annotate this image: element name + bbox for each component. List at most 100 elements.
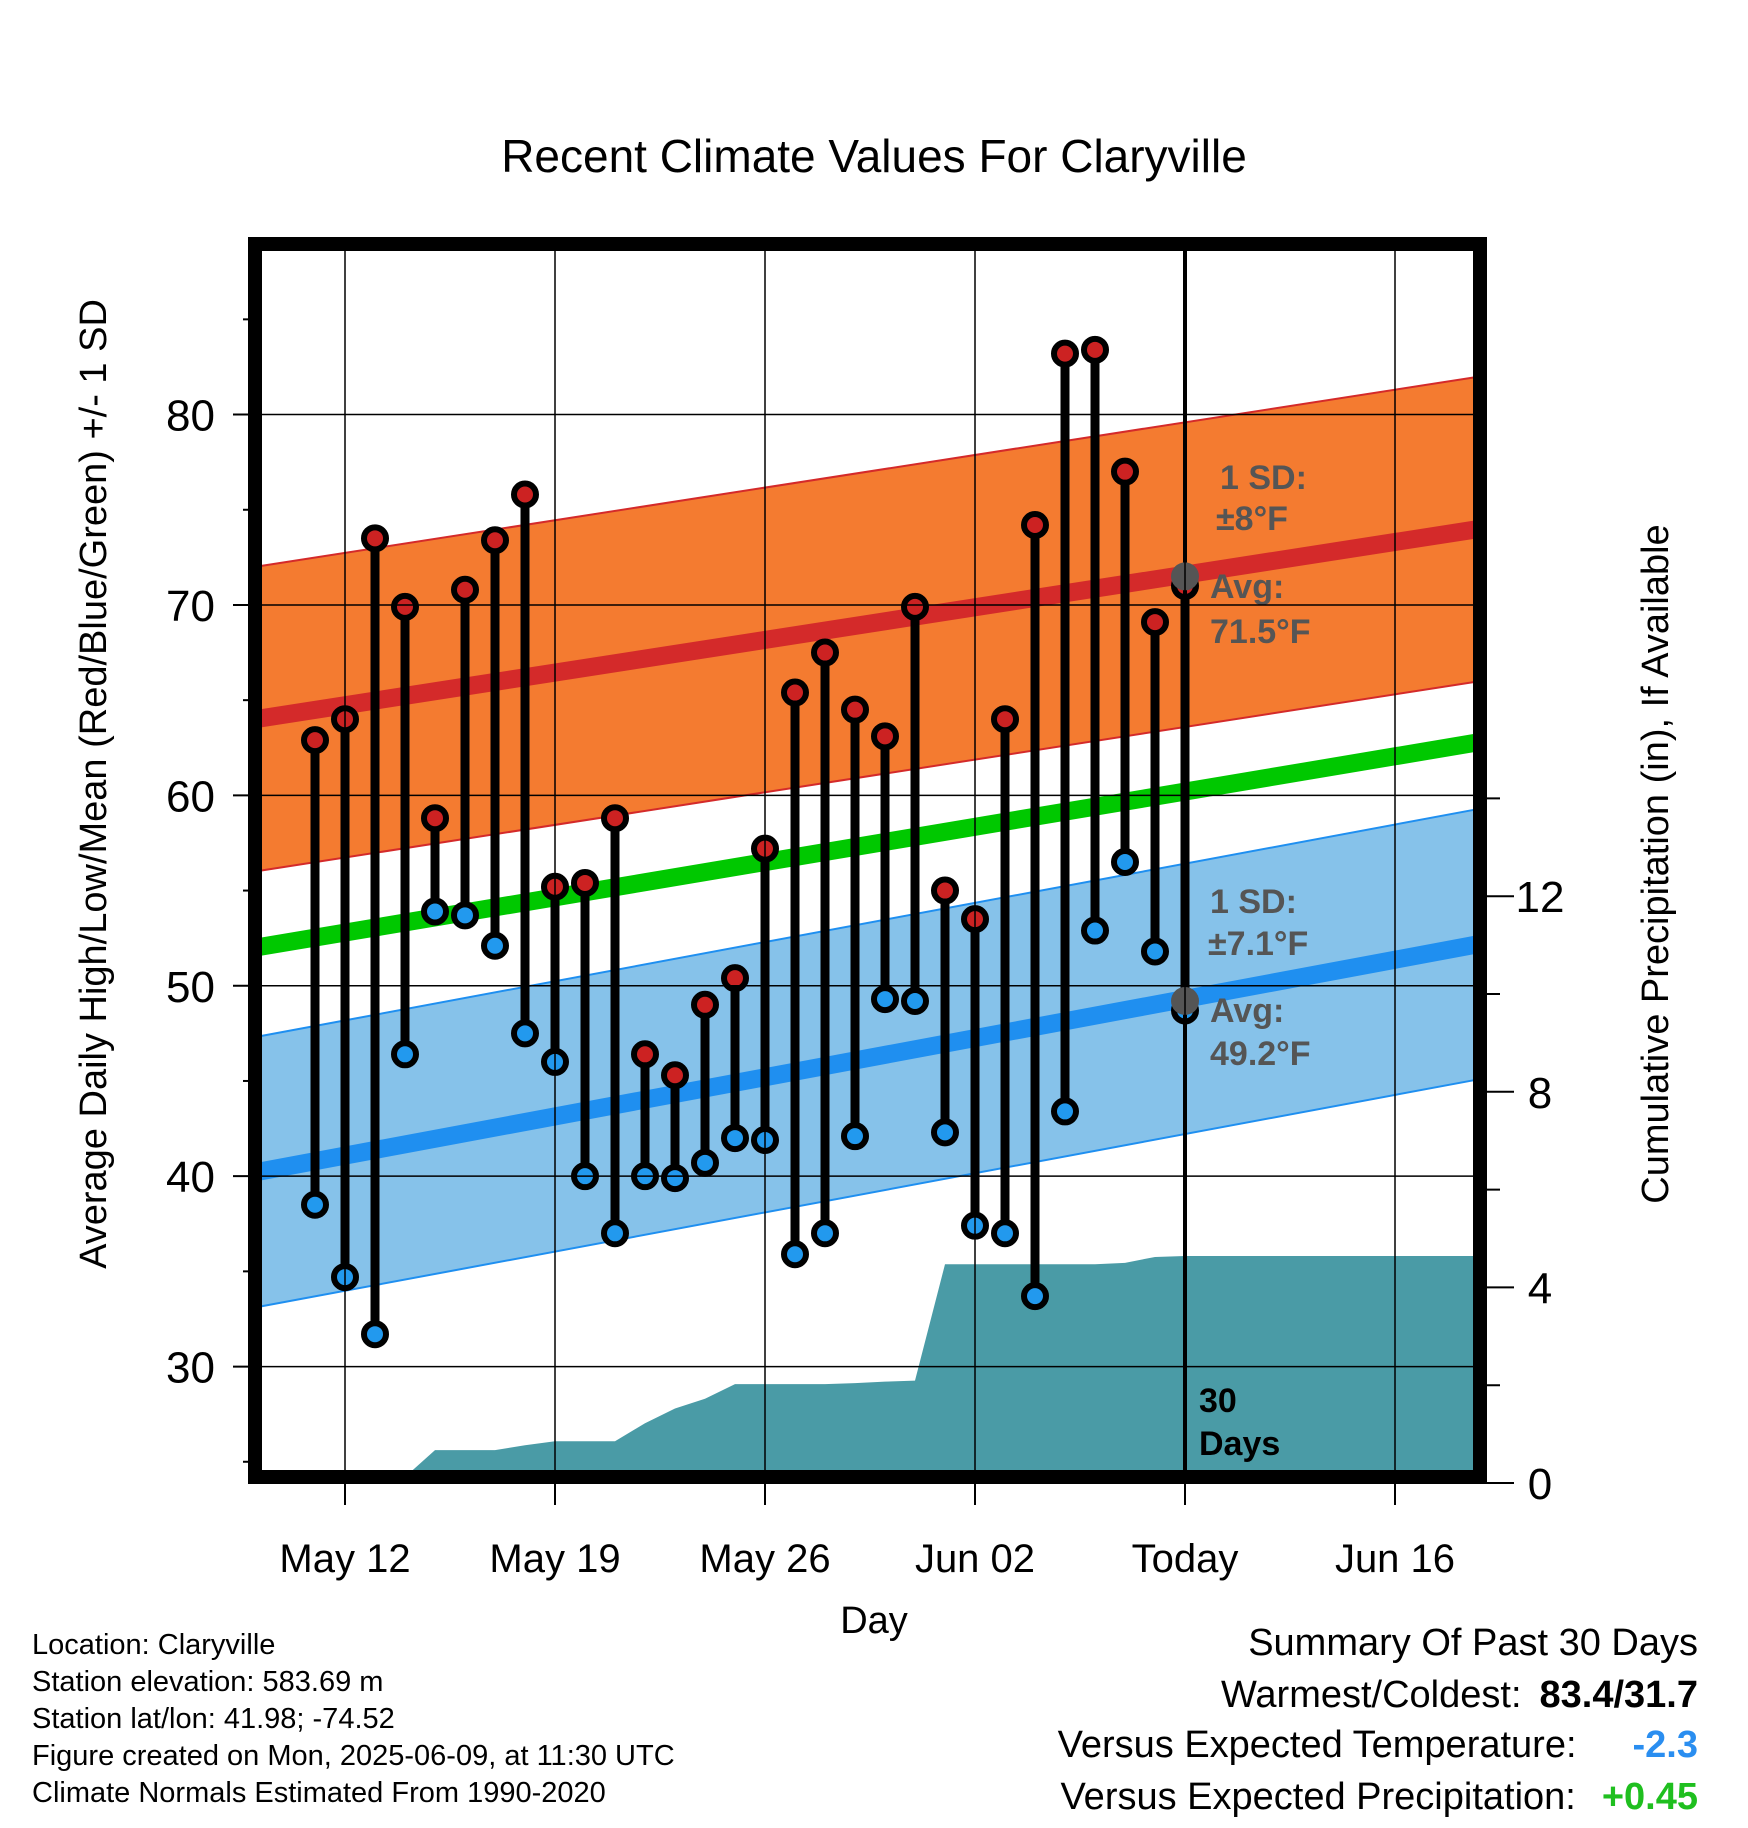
high-sd-band-lower-edge <box>254 680 1481 873</box>
temp-label: Versus Expected Temperature: <box>1057 1724 1577 1766</box>
temp-value: -2.3 <box>1632 1724 1698 1766</box>
summary-temp: Versus Expected Temperature: -2.3 <box>1058 1724 1698 1767</box>
axes: 30 40 50 60 70 80 0 4 8 12 May 12 May 19 May 26 Jun 0… <box>166 237 1565 1581</box>
y2-tick-label: 0 <box>1528 1460 1552 1509</box>
today-days-label: 30 <box>1199 1382 1237 1420</box>
x-tick-label: Today <box>1132 1537 1239 1581</box>
high-point <box>361 524 389 553</box>
precip-value: +0.45 <box>1601 1776 1698 1818</box>
today-days-label: Days <box>1199 1425 1280 1463</box>
high-point <box>1081 335 1109 364</box>
low-point <box>1081 916 1109 945</box>
elevation-text: Station elevation: 583.69 m <box>32 1666 384 1698</box>
high-point <box>871 722 899 751</box>
high-point <box>991 705 1019 734</box>
created-text: Figure created on Mon, 2025-06-09, at 11… <box>32 1740 675 1772</box>
low-point <box>601 1219 629 1248</box>
x-tick-label: May 26 <box>699 1537 830 1581</box>
high-point <box>841 695 869 724</box>
low-point <box>781 1240 809 1269</box>
low-point <box>721 1124 749 1153</box>
y2-axis-label: Cumulative Precipitation (in), If Availa… <box>1635 524 1677 1203</box>
low-point <box>661 1164 689 1193</box>
low-sd-annotation: 1 SD: <box>1210 883 1297 921</box>
high-point <box>1111 457 1139 486</box>
chart-title: Recent Climate Values For Claryville <box>501 130 1247 182</box>
y2-tick-label: 4 <box>1528 1264 1552 1313</box>
y-tick-label: 70 <box>166 582 215 631</box>
low-point <box>841 1122 869 1151</box>
x-tick-label: May 12 <box>279 1537 410 1581</box>
avg-low-line <box>253 935 1482 1182</box>
high-point <box>631 1040 659 1069</box>
high-point <box>721 964 749 993</box>
low-point <box>511 1019 539 1048</box>
high-point <box>421 804 449 833</box>
summary-precip: Versus Expected Precipitation: +0.45 <box>1060 1776 1698 1819</box>
low-point <box>391 1040 419 1069</box>
high-point <box>931 876 959 905</box>
high-sd-annotation: ±8°F <box>1216 500 1288 538</box>
high-avg-annotation: Avg: <box>1210 568 1284 606</box>
low-avg-annotation: Avg: <box>1210 992 1284 1030</box>
high-point <box>1021 510 1049 539</box>
low-sd-band-upper-edge <box>254 807 1481 1039</box>
high-point <box>481 526 509 555</box>
low-sd-annotation: ±7.1°F <box>1208 925 1308 963</box>
low-point <box>301 1190 329 1219</box>
low-point <box>421 897 449 926</box>
low-point <box>931 1118 959 1147</box>
summary-warm-cold: Warmest/Coldest: 83.4/31.7 <box>1221 1674 1698 1717</box>
normals-text: Climate Normals Estimated From 1990-2020 <box>32 1777 606 1809</box>
high-avg-annotation: 71.5°F <box>1210 613 1311 651</box>
high-point <box>1051 339 1079 368</box>
high-point <box>1141 608 1169 637</box>
precip-area <box>315 1255 1485 1477</box>
high-point <box>571 868 599 897</box>
low-point <box>451 901 479 930</box>
low-avg-annotation: 49.2°F <box>1210 1035 1311 1073</box>
avg-high-line <box>253 519 1482 729</box>
y-tick-label: 50 <box>166 963 215 1012</box>
low-point <box>481 931 509 960</box>
high-sd-annotation: 1 SD: <box>1220 459 1307 497</box>
low-point <box>1021 1282 1049 1311</box>
x-tick-label: Jun 02 <box>915 1537 1035 1581</box>
low-point <box>991 1219 1019 1248</box>
low-point <box>361 1320 389 1349</box>
warm-cold-value: 83.4/31.7 <box>1539 1674 1698 1716</box>
high-sd-band-upper-edge <box>254 375 1481 568</box>
high-point <box>661 1061 689 1090</box>
low-sd-band-lower-edge <box>254 1078 1481 1309</box>
station-info: Location: Claryville Station elevation: … <box>32 1627 675 1812</box>
high-point <box>391 592 419 621</box>
y-axis-label: Average Daily High/Low/Mean (Red/Blue/Gr… <box>73 299 115 1269</box>
high-point <box>301 726 329 755</box>
x-tick-label: May 19 <box>489 1537 620 1581</box>
high-point <box>811 638 839 667</box>
low-point <box>901 986 929 1015</box>
y-tick-label: 40 <box>166 1153 215 1202</box>
high-point <box>901 592 929 621</box>
low-point <box>1111 848 1139 876</box>
precip-label: Versus Expected Precipitation: <box>1060 1776 1576 1818</box>
x-axis-label: Day <box>840 1600 908 1642</box>
summary-title: Summary Of Past 30 Days <box>1248 1622 1698 1664</box>
low-point <box>1141 937 1169 966</box>
low-point <box>871 985 899 1014</box>
y2-tick-label: 12 <box>1516 873 1565 922</box>
y-tick-label: 60 <box>166 772 215 821</box>
high-point <box>691 990 719 1019</box>
warm-cold-label: Warmest/Coldest: <box>1220 1674 1522 1716</box>
high-point <box>601 804 629 833</box>
y-tick-label: 80 <box>166 392 215 441</box>
location-text: Location: Claryville <box>32 1629 276 1661</box>
y2-tick-label: 8 <box>1528 1069 1552 1118</box>
plot-frame <box>248 237 1487 1484</box>
high-point <box>781 678 809 707</box>
latlon-text: Station lat/lon: 41.98; -74.52 <box>32 1703 395 1735</box>
high-point <box>511 480 539 509</box>
low-point <box>811 1219 839 1248</box>
